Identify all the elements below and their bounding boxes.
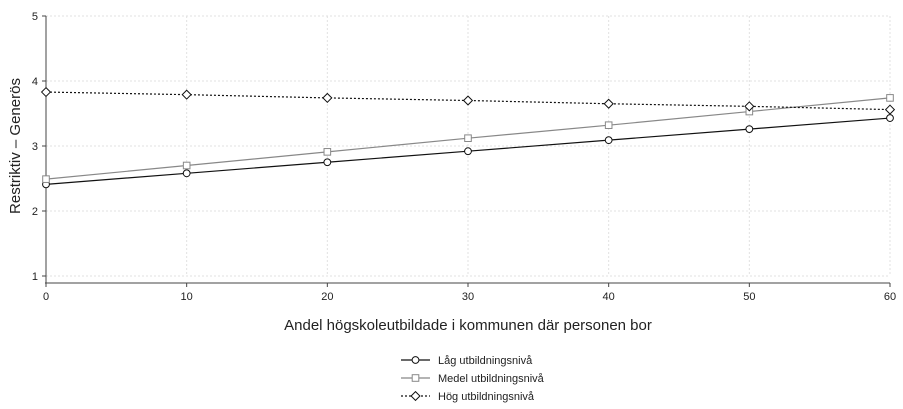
- data-point: [182, 161, 191, 170]
- y-axis-title: Restriktiv – Generös: [7, 78, 24, 214]
- data-point: [604, 136, 613, 145]
- series-3: [40, 86, 896, 115]
- data-point: [182, 169, 191, 178]
- data-point: [464, 147, 472, 156]
- y-tick-label: 3: [32, 141, 38, 153]
- legend-label: Hög utbildningsnivå: [438, 391, 535, 403]
- x-tick-label: 30: [462, 291, 474, 303]
- legend-marker: [411, 374, 420, 382]
- legend-item: Hög utbildningsnivå: [401, 390, 535, 403]
- data-point: [464, 134, 472, 142]
- data-point: [40, 86, 52, 98]
- series-1: [42, 114, 894, 189]
- data-point: [181, 89, 192, 100]
- legend-label: Låg utbildningsnivå: [438, 355, 533, 367]
- legend-marker: [411, 356, 420, 364]
- data-point: [42, 175, 50, 183]
- data-point: [323, 148, 332, 156]
- y-tick-label: 5: [32, 11, 38, 23]
- data-point: [462, 95, 474, 106]
- axes: [42, 15, 891, 287]
- data-point: [323, 158, 332, 167]
- grid-lines: [45, 15, 891, 277]
- data-point: [603, 98, 614, 109]
- x-tick-label: 60: [884, 291, 896, 303]
- data-point: [744, 101, 755, 112]
- x-tick-label: 40: [603, 291, 615, 303]
- data-point: [604, 121, 613, 130]
- x-tick-label: 10: [181, 291, 193, 303]
- legend-marker: [410, 390, 421, 402]
- data-point: [322, 92, 333, 104]
- legend-item: Medel utbildningsnivå: [401, 373, 545, 385]
- x-tick-label: 20: [321, 291, 333, 303]
- series-2: [42, 94, 894, 183]
- x-tick-label: 50: [743, 291, 755, 303]
- x-tick-label: 0: [43, 291, 49, 303]
- data-point: [884, 104, 896, 115]
- y-tick-label: 2: [32, 206, 38, 218]
- legend: Låg utbildningsnivå Medel utbildningsnivå…: [401, 355, 545, 403]
- y-tick-label: 4: [32, 76, 38, 88]
- y-tick-label: 1: [32, 271, 38, 283]
- data-point: [745, 125, 754, 134]
- x-axis-title: Andel högskoleutbildade i kommunen där p…: [284, 317, 652, 334]
- legend-label: Medel utbildningsnivå: [438, 373, 545, 385]
- legend-item: Låg utbildningsnivå: [401, 355, 533, 367]
- data-point: [886, 114, 894, 122]
- data-point: [886, 94, 894, 102]
- series-group: [40, 86, 896, 189]
